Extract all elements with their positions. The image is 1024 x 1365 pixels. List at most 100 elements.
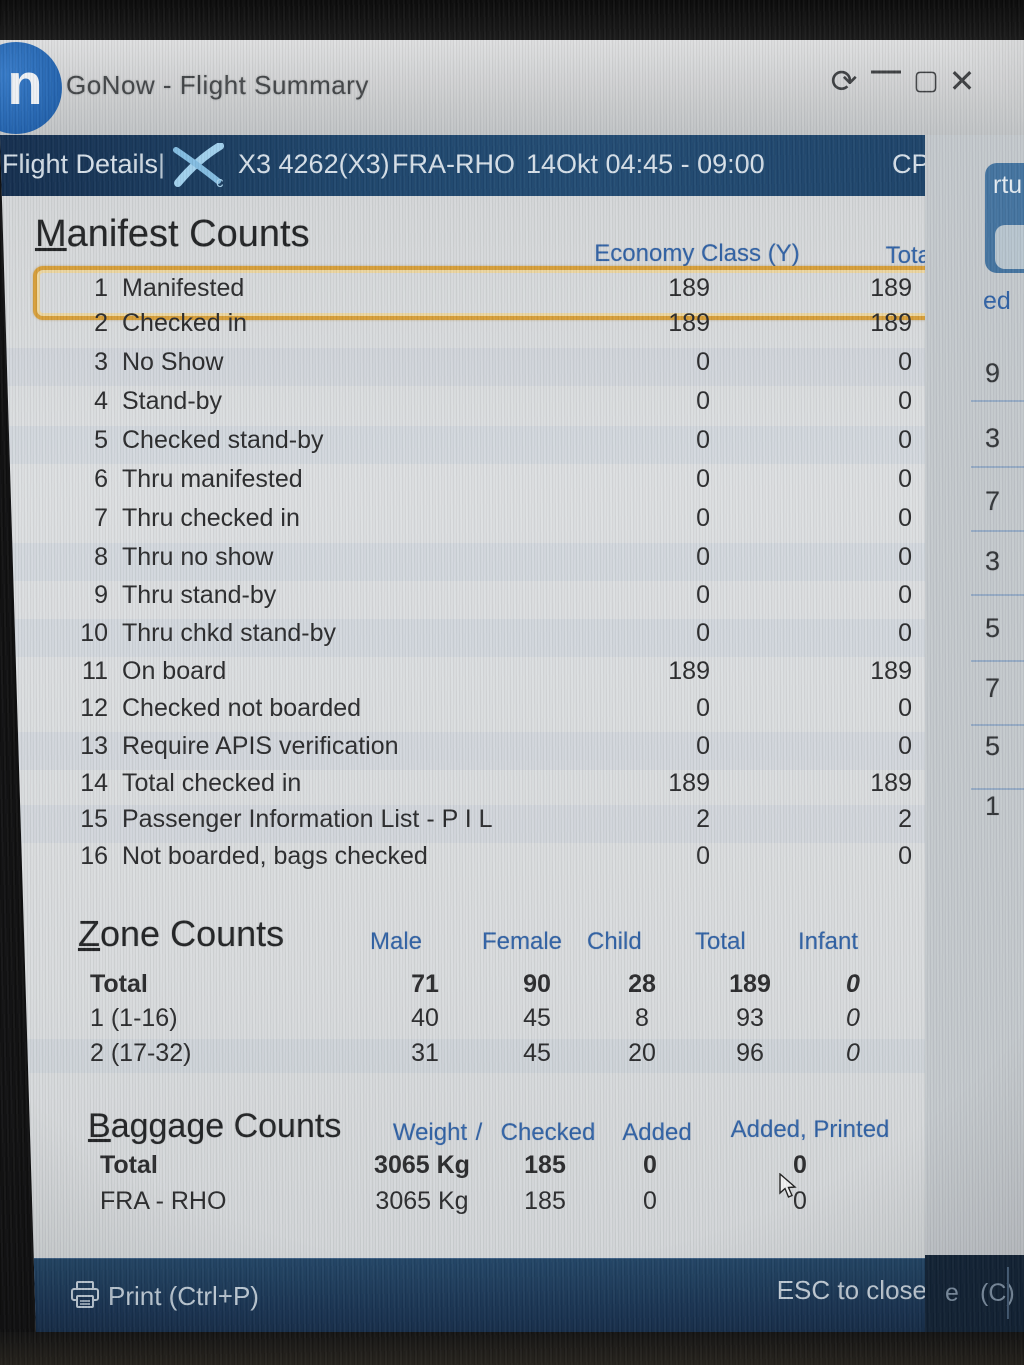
total-value: 0	[898, 465, 912, 493]
table-row[interactable]: 16 Not boarded, bags checked 0 0	[0, 842, 985, 880]
row-number: 7	[94, 504, 108, 532]
total-value: 0	[898, 504, 912, 532]
row-number: 15	[80, 805, 108, 833]
background-number: 5	[985, 613, 1001, 643]
background-number: 3	[985, 423, 1001, 453]
dialog-footer: Print (Ctrl+P) ESC to close	[0, 1258, 985, 1332]
row-label: Thru checked in	[122, 504, 300, 532]
table-row[interactable]: 7 Thru checked in 0 0	[0, 504, 985, 542]
flight-summary-dialog: Flight Details | c X3 4262(X3) FRA-RHO 1…	[0, 135, 985, 1332]
added-value: 0	[643, 1151, 657, 1179]
background-text-fragment: ed	[983, 287, 1011, 315]
economy-value: 189	[668, 657, 710, 685]
flight-details-bar: Flight Details | c X3 4262(X3) FRA-RHO 1…	[0, 135, 985, 196]
background-number: 5	[985, 731, 1001, 761]
economy-value: 0	[696, 694, 710, 722]
row-number: 2	[94, 309, 108, 337]
refresh-icon[interactable]: ⟳	[830, 63, 858, 99]
table-row[interactable]: 4 Stand-by 0 0	[0, 387, 985, 425]
maximize-button[interactable]: ▢	[913, 65, 939, 95]
table-row[interactable]: 9 Thru stand-by 0 0	[0, 581, 985, 619]
background-footer-text: e	[945, 1279, 959, 1307]
economy-value: 0	[696, 348, 710, 376]
background-number: 1	[985, 791, 1001, 821]
x3-airline-logo-icon: c	[173, 143, 224, 189]
row-label: FRA - RHO	[100, 1187, 227, 1215]
total-value: 96	[736, 1039, 764, 1067]
table-row: FRA - RHO 3065 Kg 185 0 0	[0, 1187, 985, 1221]
gonow-app-logo: n	[0, 42, 62, 134]
divider	[971, 594, 1024, 596]
table-row[interactable]: 5 Checked stand-by 0 0	[0, 426, 985, 464]
column-header-added: Added	[622, 1119, 692, 1146]
row-label: Stand-by	[122, 387, 223, 415]
zone-counts-title: Zone Counts	[78, 913, 285, 954]
added-printed-value: 0	[793, 1151, 807, 1179]
weight-value: 3065 Kg	[374, 1151, 470, 1179]
table-row: Total 71 90 28 189 0	[0, 970, 985, 1004]
row-number: 13	[80, 732, 108, 760]
checked-value: 185	[524, 1151, 566, 1179]
infant-value: 0	[846, 970, 860, 998]
infant-value: 0	[846, 1004, 860, 1032]
column-header-infant: Infant	[798, 928, 859, 955]
divider	[971, 400, 1024, 402]
background-footer-fragment: e (C)	[925, 1255, 1024, 1334]
row-label: Total	[100, 1151, 158, 1179]
table-row[interactable]: 10 Thru chkd stand-by 0 0	[0, 619, 985, 657]
row-number: 1	[94, 274, 108, 302]
background-button-fragment[interactable]: rtu	[985, 163, 1024, 273]
window-title: GoNow - Flight Summary	[66, 70, 369, 100]
table-row: 2 (17-32) 31 45 20 96 0	[0, 1039, 985, 1073]
economy-value: 0	[696, 465, 710, 493]
total-value: 189	[870, 769, 912, 797]
checked-value: 185	[524, 1187, 566, 1215]
row-label: Total	[90, 970, 148, 998]
economy-value: 2	[696, 805, 710, 833]
table-row[interactable]: 11 On board 189 189	[0, 657, 985, 695]
table-row[interactable]: 1 Manifested 189 189	[0, 274, 985, 312]
esc-to-close-hint: ESC to close	[776, 1275, 927, 1305]
divider	[971, 530, 1024, 532]
row-number: 14	[80, 769, 108, 797]
total-value: 0	[898, 543, 912, 571]
table-row[interactable]: 14 Total checked in 189 189	[0, 769, 985, 807]
row-label: Thru stand-by	[122, 581, 277, 609]
background-window-strip: rtu ed 9 3 7 3 5 7 5 1 e (C)	[925, 135, 1024, 1334]
table-row[interactable]: 6 Thru manifested 0 0	[0, 465, 985, 503]
total-value: 0	[898, 619, 912, 647]
table-row: Total 3065 Kg 185 0 0	[0, 1151, 985, 1185]
total-value: 0	[898, 426, 912, 454]
total-value: 2	[898, 805, 912, 833]
column-header-weight: Weight	[392, 1119, 468, 1146]
child-value: 20	[628, 1039, 656, 1067]
table-row[interactable]: 8 Thru no show 0 0	[0, 543, 985, 581]
row-label: Thru chkd stand-by	[122, 619, 336, 647]
total-value: 189	[870, 309, 912, 337]
background-footer-text: (C)	[980, 1279, 1015, 1307]
column-header-slash: /	[475, 1119, 483, 1146]
economy-value: 0	[696, 504, 710, 532]
print-button[interactable]: Print (Ctrl+P)	[108, 1281, 259, 1311]
divider	[971, 788, 1024, 790]
divider	[971, 466, 1024, 468]
flight-datetime: 14Okt 04:45 - 09:00	[526, 149, 765, 179]
close-button[interactable]: ✕	[948, 63, 976, 99]
table-row[interactable]: 13 Require APIS verification 0 0	[0, 732, 985, 770]
background-number: 9	[985, 358, 1001, 388]
row-number: 9	[94, 581, 108, 609]
column-header-economy: Economy Class (Y)	[594, 240, 800, 267]
column-header-total: Total	[695, 928, 746, 955]
row-label: Manifested	[122, 274, 245, 302]
table-row[interactable]: 15 Passenger Information List - P I L 2 …	[0, 805, 985, 843]
economy-value: 0	[696, 387, 710, 415]
table-row[interactable]: 3 No Show 0 0	[0, 348, 985, 386]
total-value: 0	[898, 581, 912, 609]
economy-value: 189	[668, 274, 710, 302]
added-printed-value: 0	[793, 1187, 807, 1215]
table-row[interactable]: 12 Checked not boarded 0 0	[0, 694, 985, 732]
minimize-button[interactable]: —	[871, 54, 901, 87]
added-value: 0	[643, 1187, 657, 1215]
row-label: Thru no show	[122, 543, 274, 571]
table-row[interactable]: 2 Checked in 189 189	[0, 309, 985, 347]
